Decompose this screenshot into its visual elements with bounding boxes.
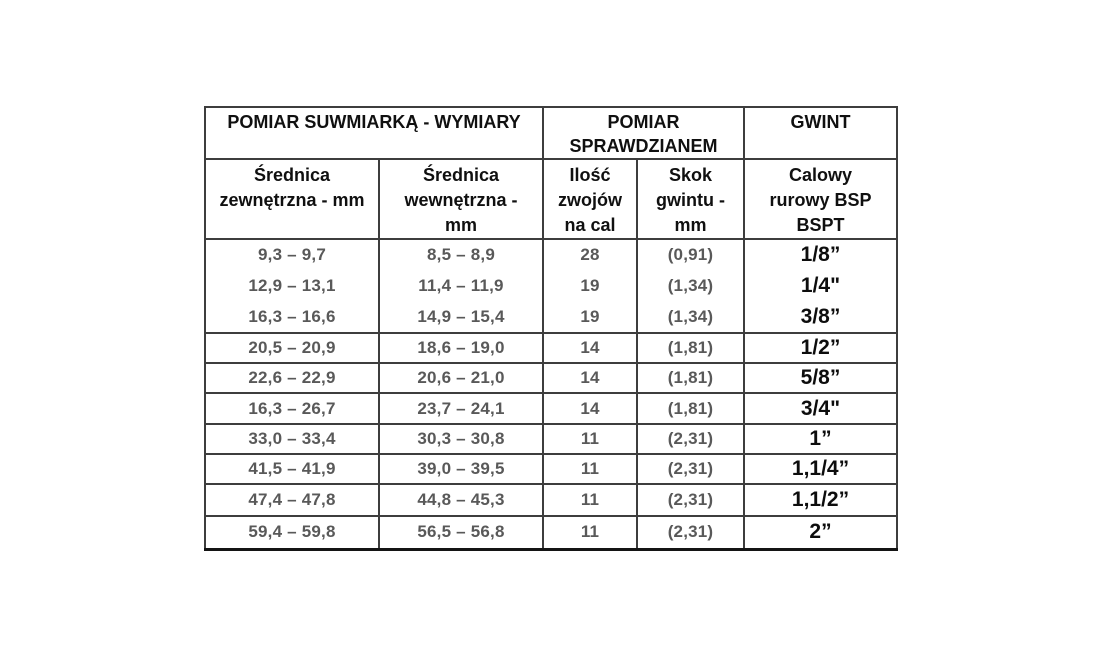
inner-diameter-cell: 30,3 – 30,8 (378, 423, 544, 455)
thread-size-cell: 3/4" (743, 392, 898, 425)
spec-row: 16,3 – 16,6 14,9 – 15,4 19 (1,34) 3/8” (204, 301, 898, 334)
thread-spec-table: POMIAR SUWMIARKĄ - WYMIARY POMIAR SPRAWD… (204, 106, 898, 551)
spec-row: 20,5 – 20,9 18,6 – 19,0 14 (1,81) 1/2” (204, 332, 898, 364)
thread-size-cell: 1” (743, 423, 898, 455)
outer-diameter-cell: 12,9 – 13,1 (204, 270, 380, 301)
tpi-cell: 11 (542, 453, 638, 485)
tpi-cell: 14 (542, 392, 638, 425)
pitch-cell: (1,34) (636, 270, 745, 301)
thread-size-cell: 3/8” (743, 301, 898, 334)
spec-row: 12,9 – 13,1 11,4 – 11,9 19 (1,34) 1/4" (204, 270, 898, 301)
spec-row: 59,4 – 59,8 56,5 – 56,8 11 (2,31) 2” (204, 515, 898, 550)
header-thread-size: Calowy rurowy BSP BSPT (743, 158, 898, 240)
pitch-cell: (2,31) (636, 423, 745, 455)
inner-diameter-cell: 18,6 – 19,0 (378, 332, 544, 364)
spec-row: 47,4 – 47,8 44,8 – 45,3 11 (2,31) 1,1/2” (204, 483, 898, 517)
tpi-cell: 14 (542, 362, 638, 394)
spec-row: 33,0 – 33,4 30,3 – 30,8 11 (2,31) 1” (204, 423, 898, 455)
thread-size-cell: 1,1/2” (743, 483, 898, 517)
outer-diameter-cell: 16,3 – 26,7 (204, 392, 380, 425)
thread-size-cell: 5/8” (743, 362, 898, 394)
thread-size-cell: 1/8” (743, 238, 898, 270)
pitch-cell: (1,34) (636, 301, 745, 334)
pitch-cell: (1,81) (636, 392, 745, 425)
outer-diameter-cell: 16,3 – 16,6 (204, 301, 380, 334)
header-row-groups: POMIAR SUWMIARKĄ - WYMIARY POMIAR SPRAWD… (204, 106, 898, 160)
outer-diameter-cell: 20,5 – 20,9 (204, 332, 380, 364)
tpi-cell: 11 (542, 515, 638, 550)
spec-row: 22,6 – 22,9 20,6 – 21,0 14 (1,81) 5/8” (204, 362, 898, 394)
inner-diameter-cell: 56,5 – 56,8 (378, 515, 544, 550)
header-inner-diameter: Średnica wewnętrzna - mm (378, 158, 544, 240)
inner-diameter-cell: 14,9 – 15,4 (378, 301, 544, 334)
inner-diameter-cell: 23,7 – 24,1 (378, 392, 544, 425)
tpi-cell: 11 (542, 483, 638, 517)
tpi-cell: 14 (542, 332, 638, 364)
thread-size-cell: 1,1/4” (743, 453, 898, 485)
outer-diameter-cell: 22,6 – 22,9 (204, 362, 380, 394)
pitch-cell: (0,91) (636, 238, 745, 270)
outer-diameter-cell: 47,4 – 47,8 (204, 483, 380, 517)
pitch-cell: (2,31) (636, 483, 745, 517)
thread-size-cell: 1/4" (743, 270, 898, 301)
inner-diameter-cell: 8,5 – 8,9 (378, 238, 544, 270)
spec-row: 16,3 – 26,7 23,7 – 24,1 14 (1,81) 3/4" (204, 392, 898, 425)
thread-size-cell: 1/2” (743, 332, 898, 364)
spec-row: 9,3 – 9,7 8,5 – 8,9 28 (0,91) 1/8” (204, 238, 898, 270)
tpi-cell: 19 (542, 270, 638, 301)
tpi-cell: 19 (542, 301, 638, 334)
header-outer-diameter: Średnica zewnętrzna - mm (204, 158, 380, 240)
header-pomiar-suwmiarka: POMIAR SUWMIARKĄ - WYMIARY (204, 106, 544, 160)
pitch-cell: (1,81) (636, 332, 745, 364)
outer-diameter-cell: 41,5 – 41,9 (204, 453, 380, 485)
tpi-cell: 28 (542, 238, 638, 270)
outer-diameter-cell: 59,4 – 59,8 (204, 515, 380, 550)
header-thread-pitch: Skok gwintu - mm (636, 158, 745, 240)
header-threads-per-inch: Ilość zwojów na cal (542, 158, 638, 240)
inner-diameter-cell: 20,6 – 21,0 (378, 362, 544, 394)
inner-diameter-cell: 44,8 – 45,3 (378, 483, 544, 517)
inner-diameter-cell: 39,0 – 39,5 (378, 453, 544, 485)
header-gwint: GWINT (743, 106, 898, 160)
pitch-cell: (2,31) (636, 453, 745, 485)
header-row-columns: Średnica zewnętrzna - mm Średnica wewnęt… (204, 158, 898, 240)
spec-row: 41,5 – 41,9 39,0 – 39,5 11 (2,31) 1,1/4” (204, 453, 898, 485)
thread-size-cell: 2” (743, 515, 898, 550)
pitch-cell: (2,31) (636, 515, 745, 550)
outer-diameter-cell: 9,3 – 9,7 (204, 238, 380, 270)
pitch-cell: (1,81) (636, 362, 745, 394)
tpi-cell: 11 (542, 423, 638, 455)
inner-diameter-cell: 11,4 – 11,9 (378, 270, 544, 301)
header-pomiar-sprawdzianem: POMIAR SPRAWDZIANEM (542, 106, 745, 160)
outer-diameter-cell: 33,0 – 33,4 (204, 423, 380, 455)
